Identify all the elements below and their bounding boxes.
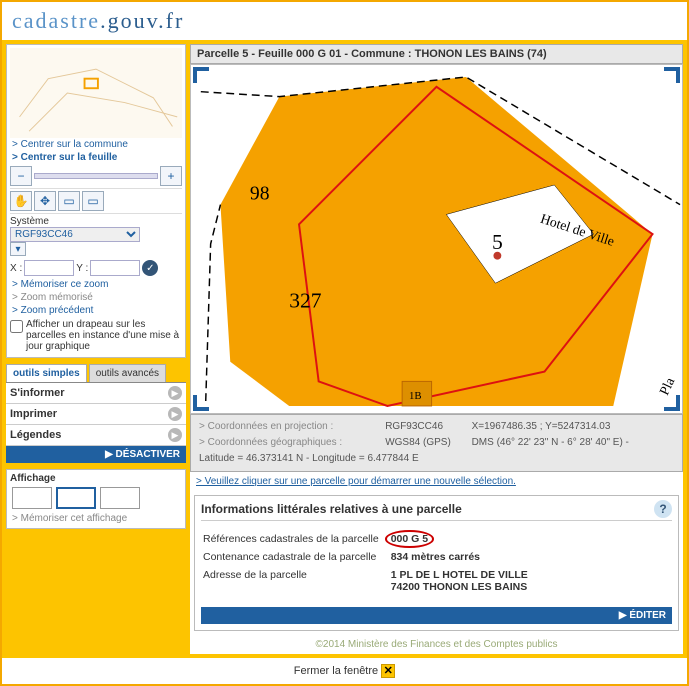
memorized-zoom-link: > Zoom mémorisé (10, 291, 182, 304)
editer-button[interactable]: ▶ ÉDITER (201, 607, 672, 624)
area-label: Contenance cadastrale de la parcelle (203, 549, 389, 565)
map-canvas[interactable]: 98 327 5 1B Hotel de Ville Pla (190, 64, 683, 414)
overview-map[interactable] (10, 48, 182, 138)
affichage-title: Affichage (10, 473, 56, 484)
zoom-out-icon[interactable]: − (10, 166, 32, 186)
system-label: Système (10, 216, 49, 227)
ref-value: 000 G 5 (391, 533, 428, 545)
close-icon[interactable]: ✕ (381, 664, 395, 678)
addr-line1: 1 PL DE L HOTEL DE VILLE (391, 569, 528, 581)
svg-text:1B: 1B (409, 390, 422, 402)
close-label: Fermer la fenêtre (294, 665, 378, 677)
x-input[interactable] (24, 260, 74, 276)
center-commune-link[interactable]: > Centrer sur la commune (10, 138, 182, 151)
display-opt-3[interactable] (100, 487, 140, 509)
legendes-item[interactable]: Légendes▶ (6, 425, 186, 446)
ref-label: Références cadastrales de la parcelle (203, 531, 389, 547)
corner-icon (664, 67, 680, 83)
hand-tool-icon[interactable]: ✋ (10, 191, 32, 211)
logo-part2: .gouv.fr (100, 8, 184, 33)
selection-hint[interactable]: > Veuillez cliquer sur une parcelle pour… (190, 472, 683, 491)
projection-panel: > Coordonnées en projection :RGF93CC46X=… (190, 414, 683, 472)
desactiver-button[interactable]: ▶ DÉSACTIVER (6, 446, 186, 463)
select-rect-icon[interactable]: ▭ (58, 191, 80, 211)
x-label: X : (10, 263, 22, 274)
select-rect2-icon[interactable]: ▭ (82, 191, 104, 211)
corner-icon (193, 395, 209, 411)
play-icon: ▶ (168, 407, 182, 421)
zoom-slider[interactable] (34, 173, 158, 179)
display-opt-1[interactable] (12, 487, 52, 509)
tab-simple[interactable]: outils simples (6, 364, 87, 382)
flag-checkbox[interactable] (10, 320, 23, 333)
area-value: 834 mètres carrés (391, 549, 538, 565)
memorize-display-link[interactable]: > Mémoriser cet affichage (10, 512, 182, 525)
svg-text:5: 5 (492, 230, 503, 254)
corner-icon (664, 395, 680, 411)
logo-part1: cadastre (12, 8, 100, 33)
svg-text:98: 98 (250, 183, 270, 205)
play-icon: ▶ (168, 386, 182, 400)
y-label: Y : (76, 263, 88, 274)
help-icon[interactable]: ? (654, 500, 672, 518)
map-title: Parcelle 5 - Feuille 000 G 01 - Commune … (190, 44, 683, 64)
addr-line2: 74200 THONON LES BAINS (391, 581, 528, 593)
tab-advanced[interactable]: outils avancés (89, 364, 166, 382)
flag-checkbox-label: Afficher un drapeau sur les parcelles en… (26, 319, 182, 352)
copyright: ©2014 Ministère des Finances et des Comp… (190, 635, 683, 654)
info-title: Informations littérales relatives à une … (201, 502, 672, 521)
system-select[interactable]: RGF93CC46 (10, 227, 140, 242)
center-tool-icon[interactable]: ✥ (34, 191, 56, 211)
addr-label: Adresse de la parcelle (203, 567, 389, 595)
center-feuille-link[interactable]: > Centrer sur la feuille (10, 151, 182, 164)
sinformer-item[interactable]: S'informer▶ (6, 383, 186, 404)
imprimer-item[interactable]: Imprimer▶ (6, 404, 186, 425)
memorize-zoom-link[interactable]: > Mémoriser ce zoom (10, 278, 182, 291)
go-button[interactable]: ✓ (142, 260, 158, 276)
display-opt-2[interactable] (56, 487, 96, 509)
site-header: cadastre.gouv.fr (2, 2, 687, 40)
prev-zoom-link[interactable]: > Zoom précédent (10, 304, 182, 317)
y-input[interactable] (90, 260, 140, 276)
corner-icon (193, 67, 209, 83)
play-icon: ▶ (168, 428, 182, 442)
info-panel: ? Informations littérales relatives à un… (194, 495, 679, 631)
svg-text:327: 327 (289, 289, 322, 313)
zoom-in-icon[interactable]: + (160, 166, 182, 186)
chevron-down-icon[interactable]: ▾ (10, 242, 26, 256)
